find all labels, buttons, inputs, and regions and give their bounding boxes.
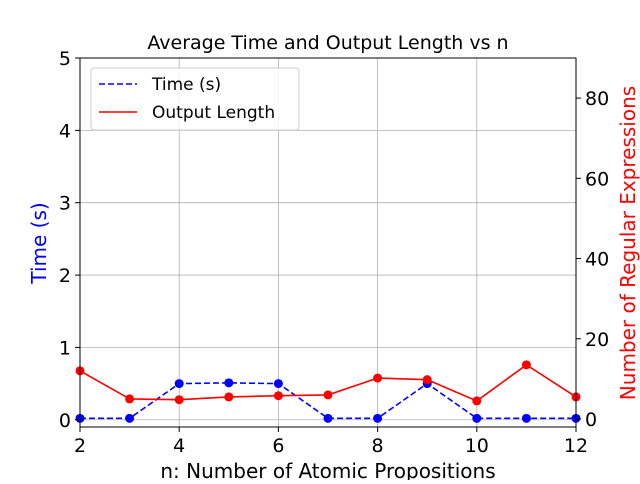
plot-frame [79,57,577,428]
y-right-tick-label: 40 [585,249,609,271]
data-point-time [125,413,135,423]
series-line-time [80,382,576,420]
data-point-output-length [273,391,283,401]
y-right-tick-label: 80 [585,88,609,110]
data-point-time [373,413,383,423]
legend: Time (s) Output Length [90,67,300,131]
data-point-output-length [521,360,531,370]
chart-title: Average Time and Output Length vs n [147,32,508,54]
x-tick-label: 2 [74,435,86,457]
legend-box [90,67,300,131]
x-tick-label: 6 [272,435,284,457]
y-right-tick-label: 20 [585,329,609,351]
x-tick-label: 8 [372,435,384,457]
y-left-tick-label: 1 [59,337,71,359]
data-point-output-length [422,375,432,385]
legend-label-output-length: Output Length [152,103,275,123]
data-point-output-length [323,390,333,400]
x-tick-label: 4 [173,435,185,457]
data-point-output-length [125,394,135,404]
x-tick-label: 12 [564,435,588,457]
data-point-output-length [373,373,383,383]
y-axis-right-label: Number of Regular Expressions [616,86,640,400]
data-point-time [174,379,184,389]
data-point-time [472,413,482,423]
data-point-time [521,413,531,423]
x-axis-label: n: Number of Atomic Propositions [160,459,495,480]
data-point-time [323,413,333,423]
y-left-tick-label: 2 [59,265,71,287]
x-tick-label: 10 [465,435,489,457]
y-axis-left-label: Time (s) [27,202,51,284]
data-point-time [273,379,283,389]
data-point-output-length [174,395,184,405]
y-left-tick-label: 3 [59,193,71,215]
series [75,360,581,423]
data-point-output-length [472,396,482,406]
y-left-tick-label: 0 [59,410,71,432]
y-right-tick-label: 0 [585,409,597,431]
y-left-tick-label: 5 [59,48,71,70]
y-left-tick-label: 4 [59,120,71,142]
y-right-tick-label: 60 [585,168,609,190]
data-point-output-length [224,392,234,402]
legend-label-time: Time (s) [151,75,221,95]
data-point-time [224,378,234,388]
